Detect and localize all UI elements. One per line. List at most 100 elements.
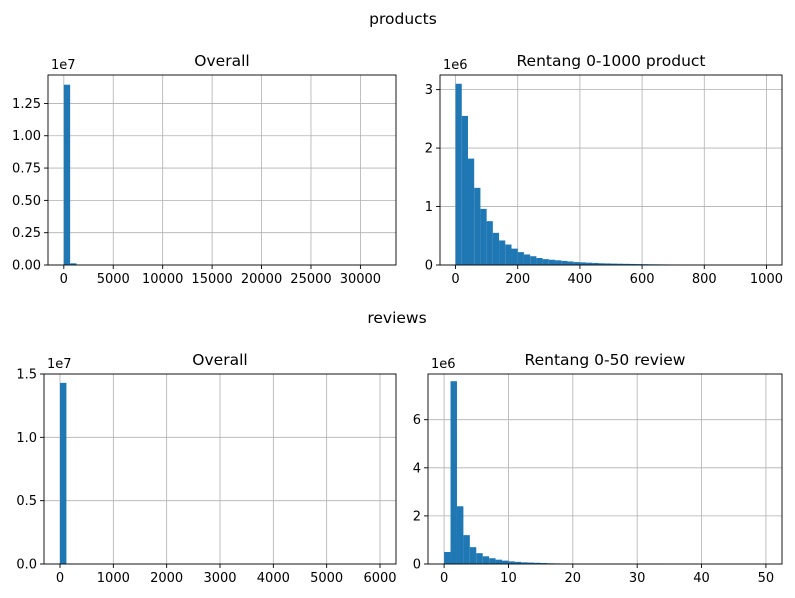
histogram-bar [489, 558, 496, 564]
histogram-bar [514, 561, 522, 564]
histogram-bar [623, 263, 630, 265]
grid [428, 374, 782, 565]
x-tick-label: 30000 [340, 272, 381, 287]
figure-title-products: products [369, 10, 437, 28]
x-tick-label: 0 [56, 571, 64, 586]
histogram-bar [530, 256, 537, 265]
y-offset-label: 1e7 [47, 357, 72, 372]
histogram-bar [63, 84, 71, 265]
x-tick-label: 40 [693, 571, 710, 586]
y-tick-label: 0.0 [16, 558, 37, 573]
histogram-bar [476, 553, 483, 564]
y-tick-label: 0.50 [12, 194, 41, 209]
axes-frame [47, 74, 397, 266]
x-tick-label: 1000 [750, 272, 783, 287]
axes-frame [427, 373, 783, 565]
y-offset-label: 1e6 [443, 58, 468, 73]
histogram-bar [561, 260, 568, 265]
y-tick-label: 0.5 [16, 494, 37, 509]
subplot-title: Overall [192, 351, 247, 369]
histogram-bar [527, 562, 535, 564]
histogram-bar [548, 259, 556, 265]
histogram-bar [456, 506, 464, 564]
histogram-bar [508, 561, 515, 564]
histogram-bar [523, 254, 531, 265]
histogram-bar [586, 262, 593, 265]
histogram-bar [444, 551, 451, 564]
histogram-bar [60, 382, 67, 564]
histogram-bar [502, 560, 509, 564]
y-tick-label: 3 [425, 83, 433, 98]
x-tick-label: 5000 [97, 272, 130, 287]
bars [444, 381, 766, 564]
x-tick-label: 15000 [191, 272, 232, 287]
y-tick-label: 1 [425, 200, 433, 215]
histogram-bar [536, 257, 543, 265]
x-tick-label: 200 [505, 272, 530, 287]
y-tick-label: 0 [413, 558, 421, 573]
x-tick-label: 30 [629, 571, 646, 586]
x-tick-label: 2000 [150, 571, 183, 586]
histogram-bar [517, 252, 524, 265]
y-tick-label: 0.25 [12, 226, 41, 241]
x-tick-label: 3000 [203, 571, 236, 586]
histogram-bar [629, 263, 636, 265]
y-tick-label: 0.75 [12, 162, 41, 177]
histogram-bar [635, 264, 643, 265]
histogram-bar [573, 262, 580, 265]
histogram-bar [469, 547, 477, 564]
histogram-bar [567, 261, 574, 265]
x-tick-label: 400 [567, 272, 592, 287]
x-tick-label: 1000 [97, 571, 130, 586]
subplot-4: Rentang 0-50 review 1e6 0 10 20 30 40 50 0 2 4 6 [413, 351, 783, 586]
histogram-bar [617, 263, 624, 265]
y-offset-label: 1e6 [431, 357, 456, 372]
histogram-bar [579, 262, 587, 265]
subplot-3: Overall 1e7 0 1000 2000 3000 4000 5000 6000 0.0 0.… [16, 351, 396, 586]
subplot-title: Overall [194, 52, 249, 70]
histogram-bar [474, 187, 481, 265]
y-tick-label: 4 [413, 461, 421, 476]
y-offset-label: 1e7 [51, 58, 76, 73]
histogram-bar [534, 562, 541, 564]
x-tick-label: 20 [565, 571, 582, 586]
histogram-bar [540, 563, 548, 564]
y-tick-label: 1.5 [16, 368, 37, 383]
histogram-bar [480, 208, 487, 265]
x-tick-label: 5000 [310, 571, 343, 586]
histogram-bar [592, 262, 599, 265]
histogram-bar [492, 232, 500, 265]
x-tick-label: 50 [758, 571, 775, 586]
bars [63, 84, 83, 265]
y-tick-label: 6 [413, 413, 421, 428]
histogram-bar [467, 158, 475, 265]
x-tick-label: 10000 [142, 272, 183, 287]
histogram-bar [70, 263, 77, 265]
y-tick-label: 0 [425, 259, 433, 274]
histogram-bar [463, 535, 470, 564]
y-tick-label: 2 [425, 142, 433, 157]
histogram-bar [521, 562, 528, 564]
histogram-bar [499, 240, 506, 265]
histogram-bar [542, 259, 549, 265]
x-tick-label: 25000 [290, 272, 331, 287]
grid [44, 373, 396, 565]
x-tick-label: 0 [60, 272, 68, 287]
histogram-bar [555, 260, 562, 265]
subplot-1: Overall 1e7 0 5000 10000 15000 20000 25000 30000… [12, 52, 397, 287]
y-tick-label: 1.0 [16, 431, 37, 446]
y-tick-label: 2 [413, 509, 421, 524]
x-tick-label: 4000 [257, 571, 290, 586]
figure-title-reviews: reviews [367, 309, 426, 327]
y-tick-label: 1.25 [12, 97, 41, 112]
x-tick-label: 600 [630, 272, 655, 287]
histogram-bar [495, 559, 503, 564]
x-tick-label: 6000 [363, 571, 396, 586]
histogram-bar [505, 244, 512, 265]
bars [60, 382, 73, 564]
histogram-bar [611, 263, 618, 265]
grid [48, 75, 396, 266]
histogram-bar [450, 381, 457, 564]
